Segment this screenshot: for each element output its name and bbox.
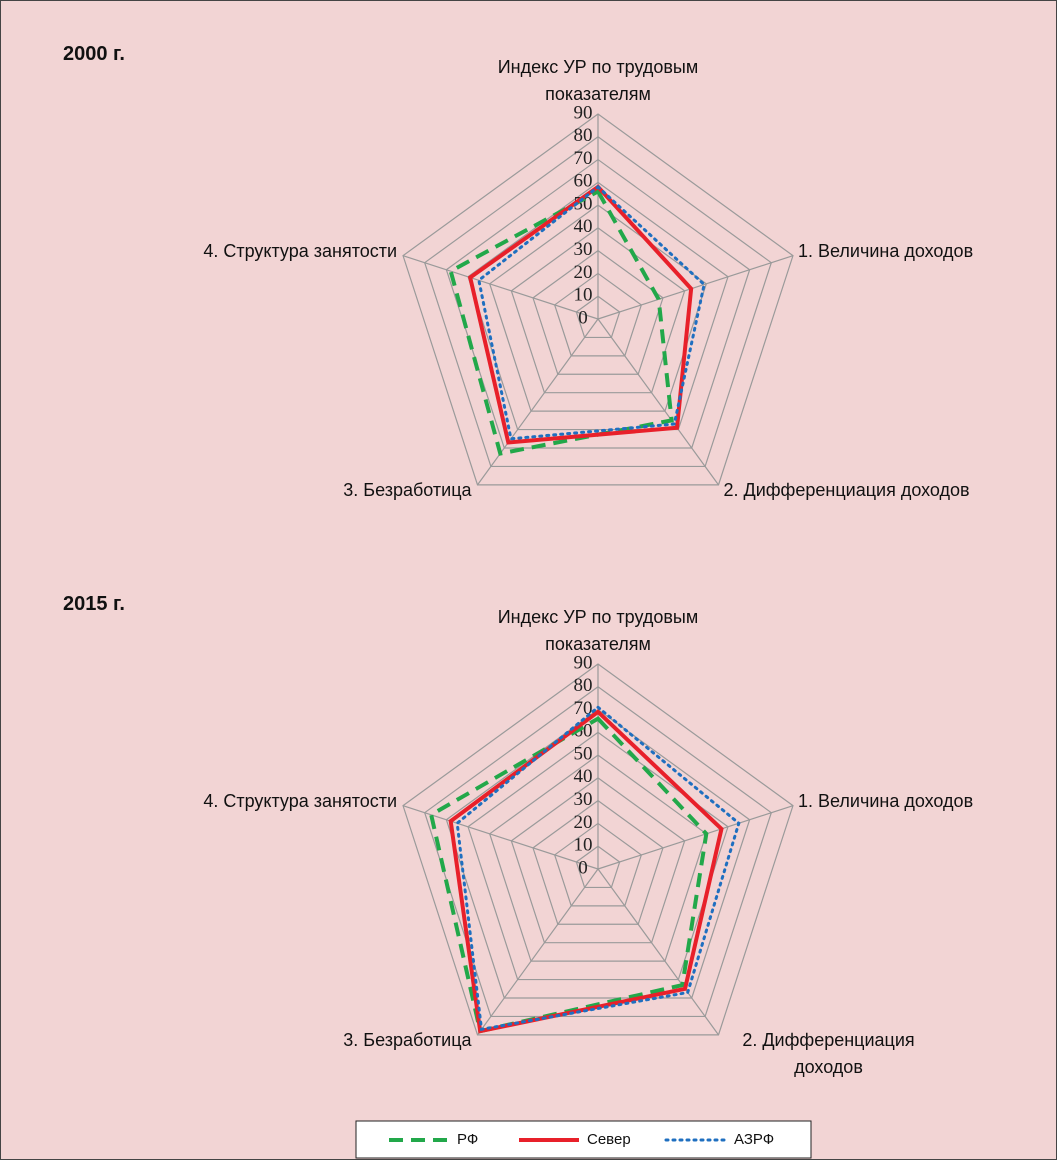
grid-ring (532, 799, 664, 925)
r-tick-label: 0 (578, 857, 588, 878)
r-tick-label: 50 (574, 743, 593, 764)
axis-label: Индекс УР по трудовым показателям (497, 57, 699, 104)
axis-label: 1. Величина доходов (797, 240, 974, 261)
grid-ring (445, 158, 751, 449)
grid-ring (510, 777, 686, 944)
legend-label: АЗРФ (734, 1131, 774, 1148)
grid-ring (402, 113, 794, 486)
grid-ring (553, 272, 643, 357)
axis-label: 2. Дифференциация доходов (742, 1029, 915, 1077)
axis-label: 1. Величина доходов (797, 790, 974, 811)
axis-label: Индекс УР по трудовым показателям (497, 607, 699, 654)
series-line (455, 705, 741, 1032)
r-tick-label: 30 (574, 239, 593, 260)
r-tick-label: 70 (574, 698, 593, 719)
spoke (597, 805, 794, 870)
axis-label: 3. Безработица (343, 479, 472, 500)
series-line (448, 709, 724, 1034)
r-tick-label: 20 (574, 812, 593, 833)
legend-box (355, 1120, 812, 1159)
spoke (597, 868, 719, 1036)
grid-ring (423, 136, 773, 468)
grid-ring (488, 204, 708, 412)
chart-title: 2015 г. (63, 593, 125, 615)
spoke (402, 255, 599, 320)
spoke (597, 255, 794, 320)
r-tick-label: 10 (574, 285, 593, 306)
chart-title: 2000 г. (63, 43, 125, 65)
legend-label: Север (587, 1131, 631, 1148)
axis-label: 3. Безработица (343, 1029, 472, 1050)
legend-label: РФ (457, 1131, 478, 1148)
r-tick-label: 0 (578, 307, 588, 328)
spoke (477, 868, 599, 1036)
r-tick-label: 20 (574, 262, 593, 283)
series-line (428, 716, 709, 1034)
r-tick-label: 80 (574, 675, 593, 696)
grid-ring (575, 845, 621, 889)
r-tick-label: 30 (574, 789, 593, 810)
grid-ring (488, 754, 708, 962)
r-tick-label: 60 (574, 171, 593, 192)
series-line (467, 184, 694, 445)
spoke (477, 318, 599, 486)
axis-label: 4. Структура занятости (203, 790, 398, 811)
grid-ring (423, 686, 773, 1018)
spoke (597, 318, 719, 486)
r-tick-label: 80 (574, 125, 593, 146)
grid-ring (575, 295, 621, 339)
r-tick-label: 10 (574, 835, 593, 856)
r-tick-label: 90 (574, 102, 593, 123)
r-tick-label: 40 (574, 766, 593, 787)
r-tick-label: 40 (574, 216, 593, 237)
grid-ring (467, 731, 729, 981)
grid-ring (510, 227, 686, 394)
spoke (402, 805, 599, 870)
axis-label: 4. Структура занятости (203, 240, 398, 261)
axis-label: 2. Дифференциация доходов (723, 479, 970, 500)
r-tick-label: 90 (574, 652, 593, 673)
r-tick-label: 70 (574, 148, 593, 169)
grid-ring (553, 822, 643, 907)
grid-ring (402, 663, 794, 1036)
grid-ring (445, 708, 751, 999)
series-line (477, 184, 706, 441)
